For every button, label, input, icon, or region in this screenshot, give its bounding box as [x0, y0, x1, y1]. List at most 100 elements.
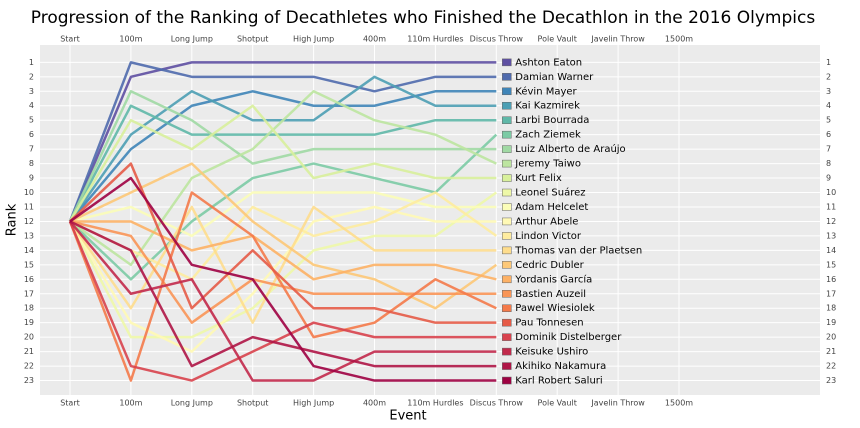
- x-tick-label: 400m: [363, 399, 386, 408]
- series-line: [70, 220, 497, 281]
- y-tick-label-right: 3: [826, 87, 831, 96]
- flag-icon: [502, 261, 512, 269]
- y-tick-label-right: 15: [826, 260, 836, 269]
- y-tick-label-right: 23: [826, 376, 836, 385]
- legend-label: Kai Kazmirek: [515, 101, 580, 112]
- flag-icon: [502, 87, 512, 96]
- legend-label: Leonel Suárez: [515, 187, 585, 199]
- x-axis-label: Event: [389, 409, 426, 424]
- y-tick-label: 1: [29, 58, 34, 67]
- y-tick-label-right: 1: [826, 58, 831, 67]
- flag-icon: [502, 246, 512, 255]
- legend-label: Pau Tonnesen: [515, 318, 583, 329]
- x-tick-label: Discus Throw: [470, 399, 524, 408]
- series-line: [69, 191, 498, 281]
- y-tick-label: 15: [24, 260, 34, 269]
- y-tick-label: 7: [29, 145, 34, 154]
- y-tick-label: 11: [24, 202, 34, 211]
- y-tick-label-right: 4: [826, 101, 831, 110]
- flag-icon: [502, 362, 512, 370]
- legend-label: Damian Warner: [515, 72, 594, 83]
- flag-icon: [502, 290, 512, 298]
- y-tick-label: 21: [24, 347, 34, 356]
- x-tick-label-top: 1500m: [665, 35, 693, 44]
- legend-label: Kévin Mayer: [515, 85, 577, 97]
- flag-icon: [502, 145, 512, 153]
- flag-icon: [502, 304, 512, 312]
- legend-label: Keisuke Ushiro: [515, 347, 588, 358]
- y-tick-label-right: 8: [826, 159, 831, 168]
- x-tick-label-top: Pole Vault: [538, 35, 577, 44]
- legend-label: Yordanis García: [514, 273, 592, 285]
- y-tick-label: 16: [24, 275, 34, 284]
- y-tick-label: 10: [24, 188, 34, 197]
- y-tick-label: 4: [29, 101, 34, 110]
- x-tick-label: Javelin Throw: [590, 399, 645, 408]
- x-tick-label: High Jump: [293, 399, 334, 408]
- series-line: [69, 220, 497, 382]
- flag-icon: [502, 376, 512, 385]
- series-line: [69, 191, 497, 238]
- x-tick-label: Shotput: [237, 399, 268, 408]
- flag-icon: [502, 116, 512, 124]
- x-tick-label-top: Start: [60, 35, 80, 44]
- y-tick-label: 6: [29, 130, 34, 139]
- flag-icon: [502, 333, 512, 341]
- series-line: [69, 220, 497, 368]
- y-tick-label: 14: [24, 246, 34, 255]
- series-line: [69, 90, 497, 223]
- y-tick-label-right: 18: [826, 304, 836, 313]
- y-tick-label-right: 10: [826, 188, 836, 197]
- x-tick-label: 1500m: [665, 399, 693, 408]
- x-tick-label-top: 400m: [363, 35, 386, 44]
- y-tick-label: 5: [29, 116, 34, 125]
- legend-label: Zach Ziemek: [515, 130, 581, 141]
- y-tick-label-right: 22: [826, 362, 836, 371]
- flag-icon: [502, 275, 512, 284]
- legend-label: Akihiko Nakamura: [515, 361, 606, 372]
- series-line: [69, 162, 497, 324]
- legend-label: Cedric Dubler: [515, 260, 584, 271]
- legend-label: Larbi Bourrada: [515, 115, 589, 126]
- legend-label: Karl Robert Saluri: [515, 376, 602, 387]
- y-tick-label: 22: [24, 362, 34, 371]
- y-tick-label: 20: [24, 333, 34, 342]
- series-line: [68, 90, 497, 222]
- flag-icon: [502, 347, 512, 356]
- y-tick-label-right: 17: [826, 289, 836, 298]
- flag-icon: [502, 232, 512, 240]
- y-tick-label: 9: [29, 174, 34, 183]
- y-tick-label-right: 13: [826, 231, 836, 240]
- x-tick-label-top: Long Jump: [171, 35, 213, 44]
- y-tick-label-right: 20: [826, 333, 836, 342]
- flag-icon: [502, 174, 512, 182]
- x-tick-label-top: Shotput: [237, 35, 268, 44]
- legend-label: Kurt Felix: [515, 173, 562, 184]
- flag-icon: [502, 159, 512, 168]
- flag-icon: [502, 101, 512, 110]
- legend-label: Lindon Victor: [515, 231, 582, 242]
- flag-icon: [502, 203, 512, 211]
- x-tick-label: Start: [60, 399, 80, 408]
- series-line: [68, 191, 497, 382]
- x-tick-label: Long Jump: [171, 399, 213, 408]
- x-tick-label-top: Javelin Throw: [590, 35, 645, 44]
- series-line: [68, 104, 497, 223]
- y-tick-label-right: 16: [826, 275, 836, 284]
- x-tick-label: 110m Hurdles: [407, 399, 463, 408]
- x-tick-label-top: Discus Throw: [470, 35, 524, 44]
- x-tick-label-top: High Jump: [293, 35, 334, 44]
- flag-icon: [502, 130, 512, 139]
- y-axis-label: Rank: [5, 203, 20, 236]
- flag-icon: [502, 188, 512, 197]
- y-tick-label-right: 5: [826, 116, 831, 125]
- x-tick-label-top: 100m: [119, 35, 142, 44]
- flag-icon: [502, 318, 512, 327]
- y-tick-label: 8: [29, 159, 34, 168]
- series-line: [68, 61, 497, 222]
- legend-label: Ashton Eaton: [515, 57, 582, 68]
- y-tick-label-right: 14: [826, 246, 836, 255]
- y-tick-label-right: 6: [826, 130, 831, 139]
- legend-label: Bastien Auzeil: [515, 289, 586, 300]
